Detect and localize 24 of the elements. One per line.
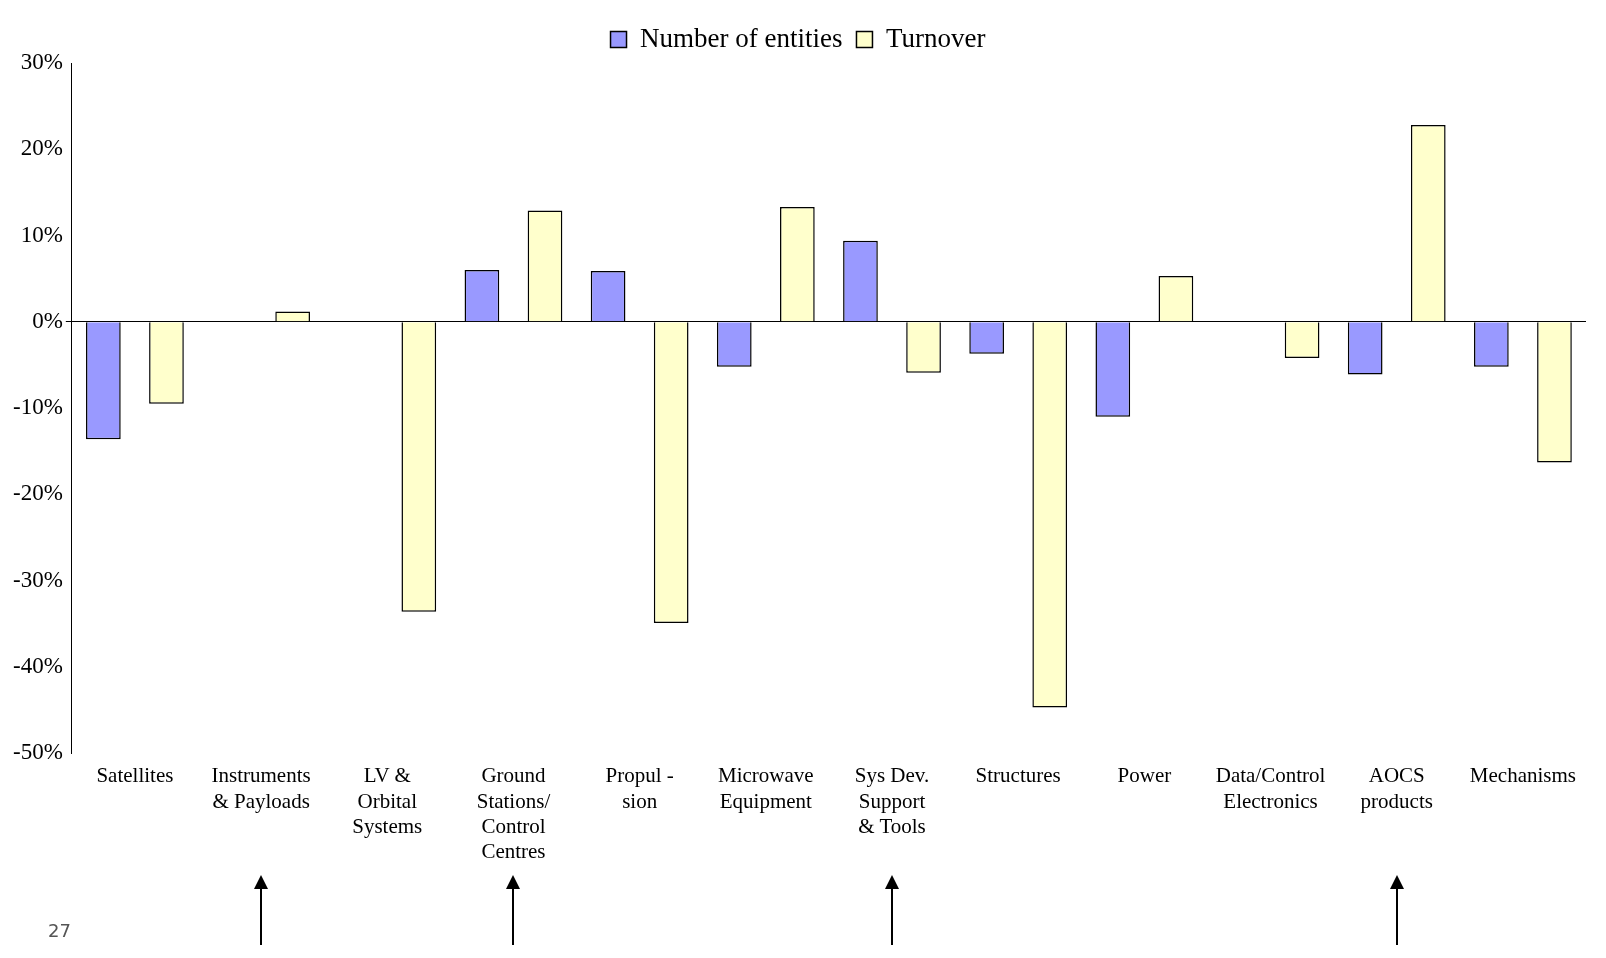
text: 27 <box>48 920 71 941</box>
y-tick-label: -10% <box>12 394 63 420</box>
x-tick-label: Instruments & Payloads <box>211 763 311 813</box>
x-tick-label: Sys Dev. Support & Tools <box>854 763 930 838</box>
legend-label: Turnover <box>885 22 986 53</box>
x-tick-label: Propul - sion <box>605 763 674 813</box>
x-tick-label: Mechanisms <box>1469 763 1576 788</box>
y-tick-label: 20% <box>20 135 63 161</box>
y-tick-label: 10% <box>20 221 63 247</box>
y-tick-label: -40% <box>12 652 63 678</box>
x-tick-label: Structures <box>975 763 1061 788</box>
x-tick-label: Data/Control Electronics <box>1215 763 1326 813</box>
y-tick-label: 0% <box>32 307 63 333</box>
x-tick-label: Ground Stations/ Control Centres <box>476 763 551 863</box>
x-tick-label: LV & Orbital Systems <box>352 763 423 838</box>
x-tick-label: AOCS products <box>1360 763 1433 813</box>
y-tick-label: -50% <box>12 739 63 765</box>
legend-label: Number of entities <box>640 22 843 53</box>
y-tick-label: -30% <box>12 566 63 592</box>
y-tick-label: 30% <box>20 49 63 75</box>
x-tick-label: Satellites <box>96 763 174 788</box>
x-tick-label: Power <box>1117 763 1172 788</box>
y-tick-label: -20% <box>12 480 63 506</box>
x-tick-label: Microwave Equipment <box>718 763 814 813</box>
